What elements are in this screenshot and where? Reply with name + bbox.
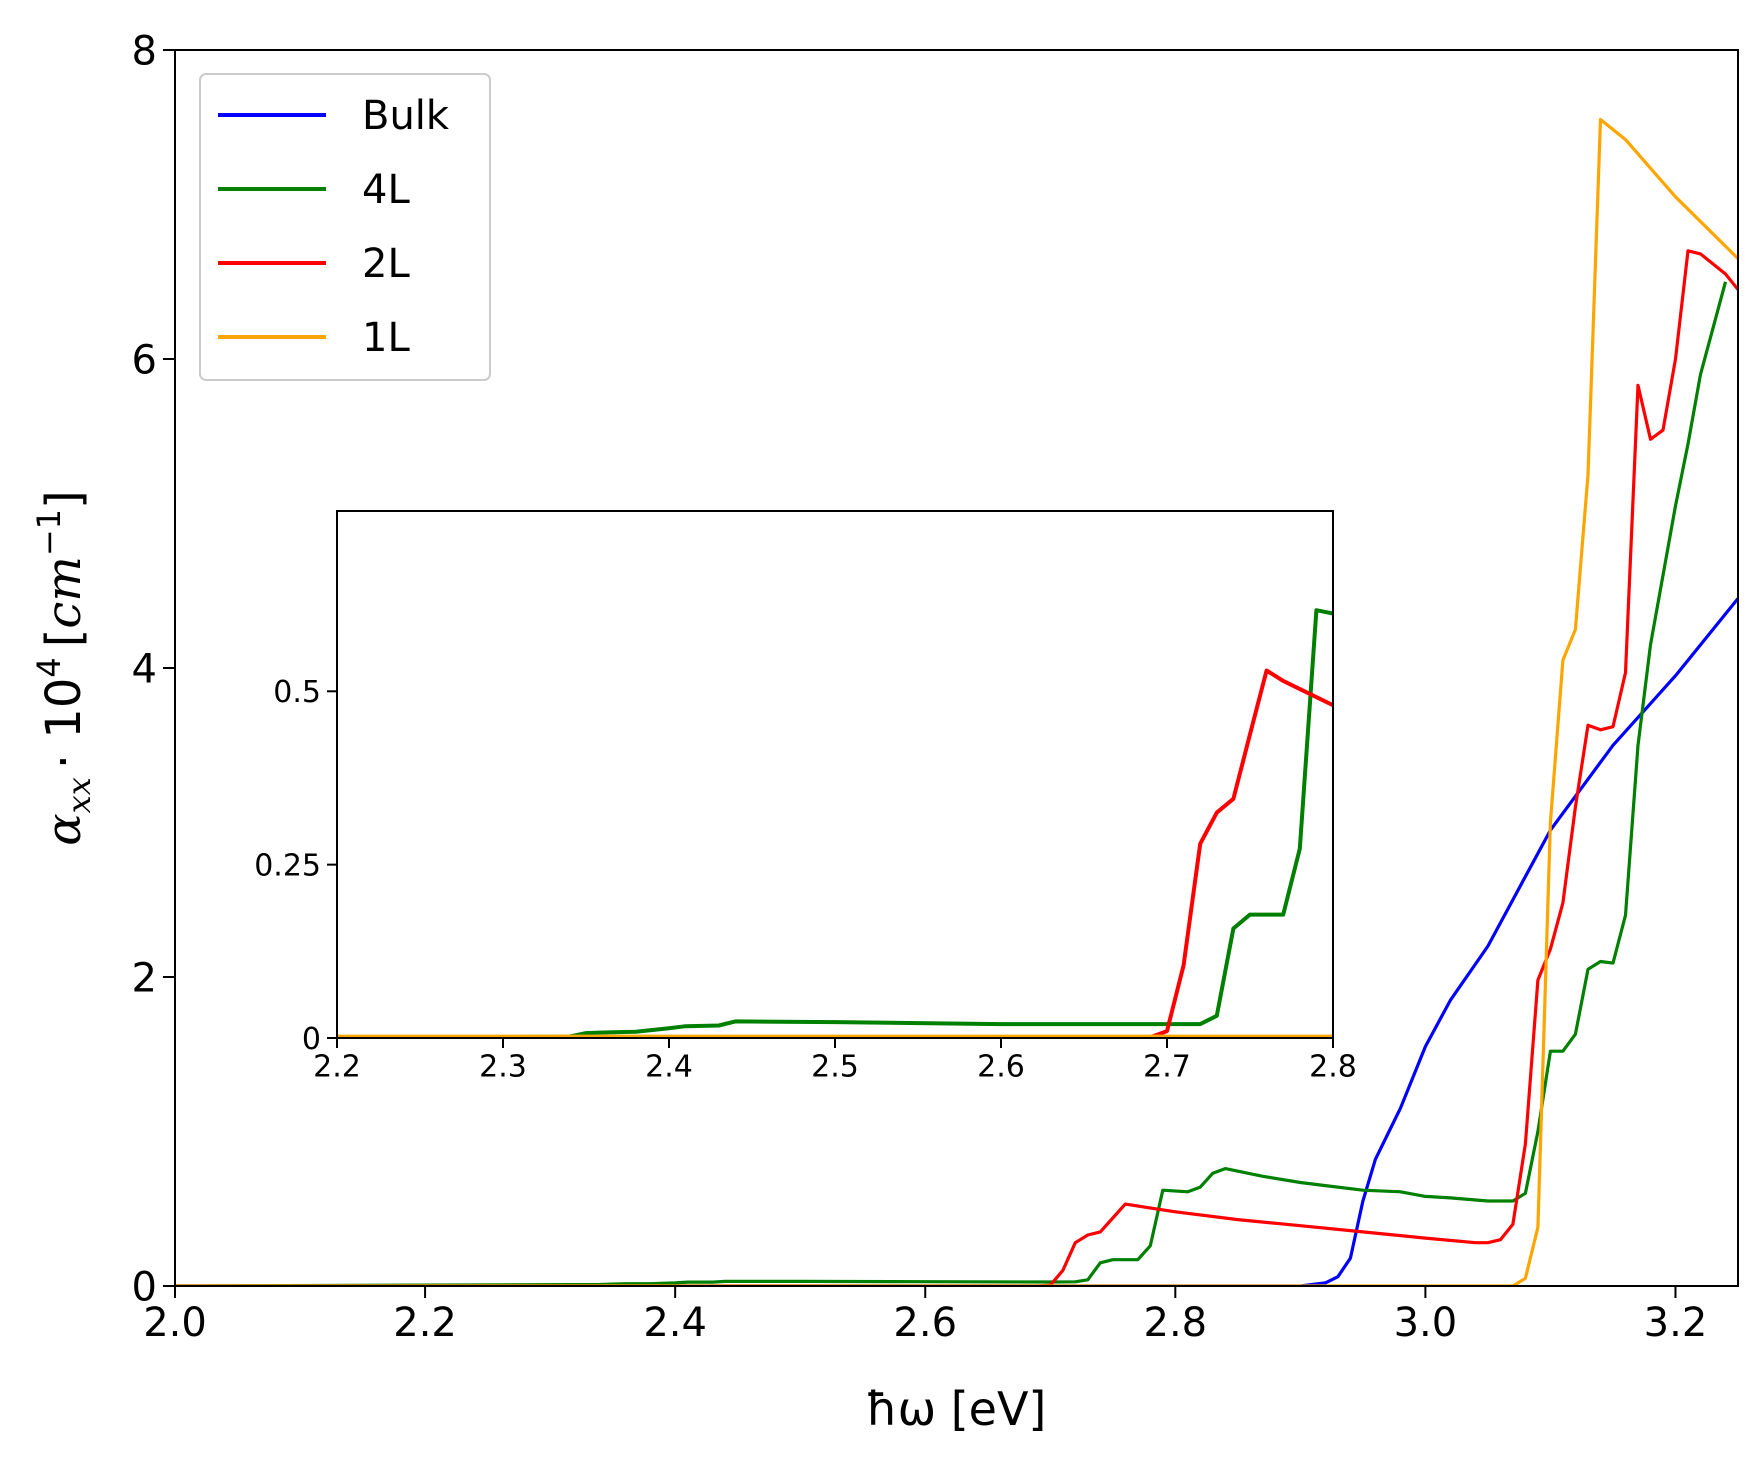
legend-label-4l: 4L	[362, 167, 410, 213]
y-label-alpha: α	[36, 813, 92, 845]
main-x-tick-label: 2.6	[893, 1300, 957, 1346]
y-label-open: [	[36, 629, 92, 648]
svg-text:αxx· 104[cm−1]: αxx · 104 [cm−1]	[30, 490, 98, 846]
main-y-tick-label: 8	[132, 28, 157, 74]
main-x-tick-label: 3.0	[1394, 1300, 1458, 1346]
main-x-tick-label: 2.8	[1144, 1300, 1208, 1346]
y-label-dot: · 10	[36, 678, 92, 770]
inset-y-tick-label: 0.25	[254, 848, 321, 883]
main-series-4l	[175, 281, 1728, 1286]
inset-y-tick-label: 0.5	[273, 675, 321, 710]
main-x-tick-label: 2.4	[643, 1300, 707, 1346]
legend: Bulk 4L 2L 1L	[199, 73, 491, 381]
main-y-tick-label: 0	[132, 1264, 157, 1310]
inset-plot: 2.2 2.3 2.4 2.5 2.6 2.7 2.8 0 0.25 0.5	[254, 510, 1357, 1085]
main-x-tick-label: 3.2	[1644, 1300, 1708, 1346]
inset-x-tick-label: 2.5	[811, 1050, 859, 1085]
inset-x-ticks: 2.2 2.3 2.4 2.5 2.6 2.7 2.8	[313, 1038, 1357, 1085]
inset-x-tick-label: 2.4	[645, 1050, 693, 1085]
inset-y-ticks: 0 0.25 0.5	[254, 675, 337, 1057]
main-x-tick-label: 2.2	[393, 1300, 457, 1346]
x-axis-label: ħω [eV]	[866, 1382, 1047, 1436]
inset-background	[337, 511, 1333, 1038]
inset-x-tick-label: 2.3	[479, 1050, 527, 1085]
legend-label-1l: 1L	[362, 315, 410, 361]
main-y-tick-label: 4	[132, 646, 157, 692]
main-series-1l	[175, 117, 1738, 1286]
inset-series-4l	[337, 608, 1333, 1038]
inset-x-tick-label: 2.2	[313, 1050, 361, 1085]
main-series-2l	[175, 249, 1738, 1286]
inset-y-tick-label: 0	[302, 1022, 321, 1057]
legend-label-2l: 2L	[362, 241, 410, 287]
main-series-group	[175, 117, 1738, 1286]
inset-series-group	[337, 608, 1333, 1038]
main-series-bulk	[175, 597, 1738, 1286]
main-y-tick-label: 2	[132, 955, 157, 1001]
inset-series-2l	[337, 668, 1333, 1038]
inset-x-tick-label: 2.7	[1143, 1050, 1191, 1085]
main-y-tick-label: 6	[132, 337, 157, 383]
y-label-unit-exp: −1	[30, 509, 68, 556]
main-plot: 2.0 2.2 2.4 2.6 2.8 3.0 3.2 0 2 4 6 8 ħω [eV] αxx ·…	[30, 28, 1739, 1436]
legend-label-bulk: Bulk	[362, 93, 450, 139]
inset-x-tick-label: 2.8	[1309, 1050, 1357, 1085]
main-x-ticks: 2.0 2.2 2.4 2.6 2.8 3.0 3.2	[143, 1286, 1707, 1346]
inset-x-tick-label: 2.6	[977, 1050, 1025, 1085]
y-label-unit: cm	[36, 556, 92, 628]
y-label-sub: xx	[60, 777, 98, 813]
main-x-tick-label: 2.0	[143, 1300, 207, 1346]
y-axis-label: αxx · 104 [cm−1]	[30, 490, 98, 846]
y-label-exp: 4	[30, 657, 68, 677]
main-y-ticks: 0 2 4 6 8	[132, 28, 175, 1310]
legend-box	[199, 73, 491, 381]
y-label-close: ]	[36, 490, 92, 509]
